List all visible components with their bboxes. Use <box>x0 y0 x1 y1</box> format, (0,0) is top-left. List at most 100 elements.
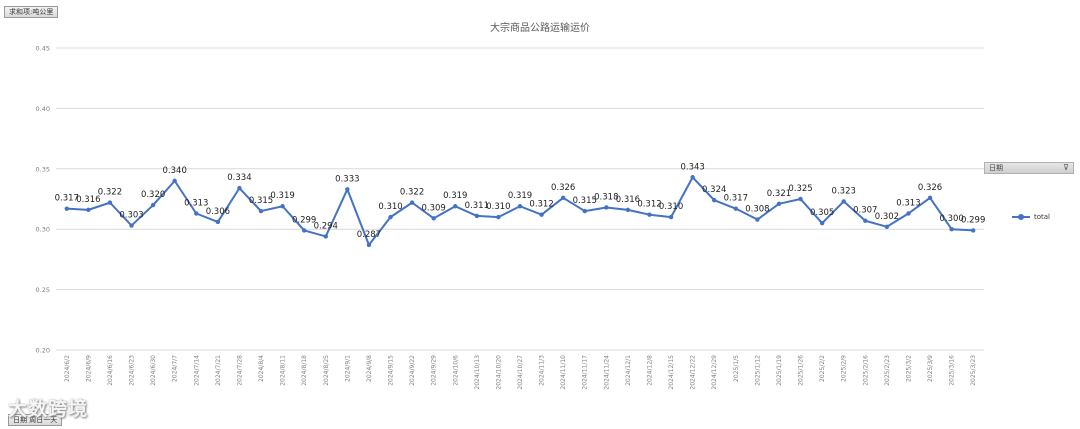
data-point <box>366 242 372 248</box>
data-labels: 0.3170.3160.3220.3030.3200.3400.3130.306… <box>55 162 986 240</box>
data-label: 0.324 <box>702 185 726 195</box>
y-axis-tick-labels: 0.20 0.25 0.30 0.35 0.40 0.45 <box>36 45 50 355</box>
x-tick-label: 2024/7/28 <box>236 355 243 386</box>
data-point <box>215 219 221 225</box>
x-tick-label: 2024/6/23 <box>129 355 136 386</box>
gridlines <box>56 47 984 351</box>
x-tick-label: 2024/10/20 <box>495 355 502 390</box>
x-tick-label: 2024/11/3 <box>539 355 546 386</box>
x-tick-label: 2024/8/4 <box>258 355 265 382</box>
data-label: 0.323 <box>832 186 856 196</box>
data-label: 0.306 <box>206 207 230 217</box>
x-tick-label: 2025/1/26 <box>798 355 805 386</box>
data-label: 0.343 <box>680 162 704 172</box>
data-label: 0.294 <box>314 221 338 231</box>
x-axis-tick-labels: 2024/6/2 2024/6/9 2024/6/16 2024/6/23 2024/6… <box>64 355 977 390</box>
data-point <box>409 200 415 205</box>
data-point <box>927 195 933 200</box>
x-tick-label: 2024/6/30 <box>150 355 157 386</box>
data-label: 0.318 <box>594 192 618 202</box>
data-label: 0.333 <box>335 174 359 184</box>
data-point <box>819 220 825 226</box>
x-tick-label: 2024/6/2 <box>64 355 71 382</box>
data-label: 0.321 <box>767 189 791 199</box>
x-tick-label: 2025/3/9 <box>927 355 934 382</box>
data-point <box>194 211 199 216</box>
data-label: 0.322 <box>98 188 122 198</box>
data-point <box>150 202 156 208</box>
data-point <box>668 214 674 220</box>
data-label: 0.316 <box>616 195 640 205</box>
x-tick-label: 2024/7/7 <box>172 355 179 382</box>
data-point <box>517 204 523 209</box>
data-label: 0.311 <box>465 201 489 211</box>
data-label: 0.299 <box>292 215 316 225</box>
data-label: 0.325 <box>788 184 812 194</box>
y-tick-label: 0.35 <box>36 165 50 173</box>
x-tick-label: 2024/9/29 <box>431 355 438 386</box>
data-label: 0.300 <box>939 214 963 224</box>
data-point <box>560 195 566 200</box>
data-point <box>388 214 393 220</box>
data-point <box>129 223 134 228</box>
legend-label: total <box>1034 213 1051 221</box>
data-label: 0.305 <box>810 208 834 218</box>
filter-icon[interactable]: ⊽ <box>1063 163 1069 172</box>
legend-marker <box>1018 214 1024 220</box>
x-tick-label: 2025/3/2 <box>905 355 912 382</box>
value-field-button[interactable]: 求和项:吨公里 <box>4 6 59 18</box>
data-label: 0.319 <box>443 191 467 201</box>
x-tick-label: 2024/8/25 <box>323 355 330 386</box>
watermark-logo: 大数跨境 <box>8 398 89 420</box>
data-label: 0.307 <box>853 206 877 216</box>
x-tick-label: 2025/2/2 <box>819 355 826 382</box>
series-points <box>64 175 976 248</box>
axis-field-button[interactable]: 日期 周日一天 <box>8 414 63 426</box>
x-tick-label: 2025/2/23 <box>884 355 891 386</box>
data-label: 0.322 <box>400 188 424 198</box>
data-label: 0.319 <box>508 191 532 201</box>
x-tick-label: 2024/12/15 <box>668 355 675 390</box>
x-tick-label: 2025/1/12 <box>754 355 761 386</box>
x-tick-label: 2024/11/10 <box>560 355 567 390</box>
data-point <box>86 207 91 213</box>
data-point <box>625 207 631 213</box>
x-tick-label: 2024/12/1 <box>625 355 632 386</box>
data-point <box>237 185 242 191</box>
data-point <box>884 224 890 229</box>
x-tick-label: 2024/9/22 <box>409 355 416 386</box>
data-point <box>949 227 954 232</box>
y-tick-label: 0.20 <box>36 347 50 355</box>
data-point <box>971 228 976 233</box>
data-label: 0.315 <box>249 196 273 206</box>
data-label: 0.310 <box>486 202 510 212</box>
data-point <box>712 198 717 203</box>
x-tick-label: 2024/11/17 <box>582 355 589 390</box>
data-label: 0.302 <box>875 212 899 222</box>
data-point <box>604 205 609 210</box>
x-tick-label: 2025/1/5 <box>733 355 740 382</box>
y-tick-label: 0.45 <box>36 45 50 53</box>
data-label: 0.312 <box>637 200 661 210</box>
data-point <box>453 204 458 209</box>
data-point <box>755 217 760 222</box>
x-tick-label: 2025/2/9 <box>841 355 848 382</box>
data-label: 0.317 <box>55 194 79 204</box>
y-tick-label: 0.25 <box>36 286 50 294</box>
data-label: 0.313 <box>896 198 920 208</box>
data-point <box>582 208 587 214</box>
data-point <box>64 206 69 211</box>
legend-field-button[interactable]: 日期 ⊽ <box>984 162 1074 174</box>
data-point <box>690 175 695 180</box>
data-label: 0.320 <box>141 190 165 200</box>
x-tick-label: 2024/9/15 <box>388 355 395 386</box>
data-label: 0.315 <box>573 196 597 206</box>
data-label: 0.287 <box>357 230 381 240</box>
x-tick-label: 2025/3/16 <box>949 355 956 386</box>
data-label: 0.317 <box>724 194 748 204</box>
data-point <box>431 216 436 221</box>
data-label: 0.340 <box>163 166 187 176</box>
x-tick-label: 2024/11/24 <box>603 355 610 390</box>
x-tick-label: 2025/3/23 <box>970 355 977 386</box>
